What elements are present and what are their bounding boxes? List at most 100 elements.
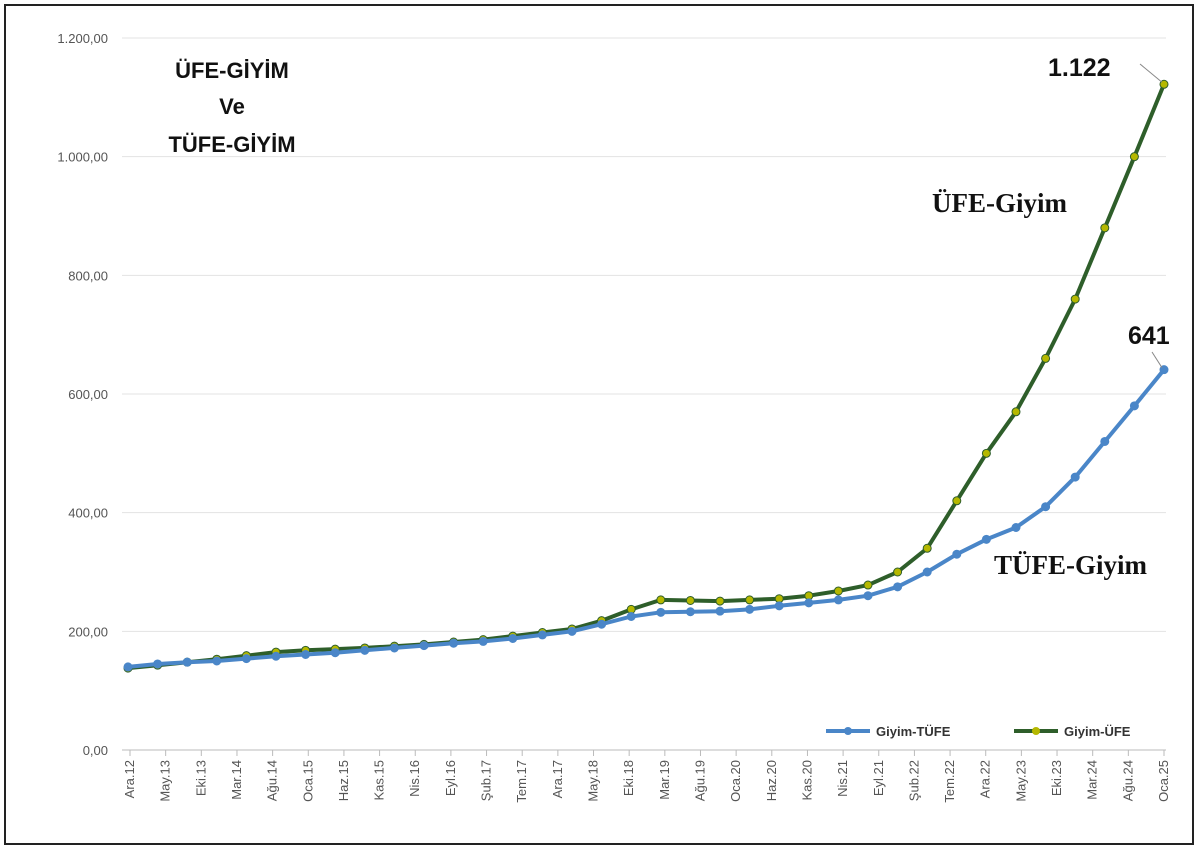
series-line (127, 368, 1166, 669)
x-tick-label: Ara.12 (122, 760, 137, 798)
legend: Giyim-TÜFE Giyim-ÜFE (826, 724, 1131, 739)
x-tick-label: Mar.19 (657, 760, 672, 800)
series-Giyim-ÜFE (123, 79, 1169, 673)
data-point (893, 582, 903, 592)
data-point (981, 448, 991, 458)
x-tick-label: Eyl.21 (871, 760, 886, 796)
data-point (567, 626, 577, 636)
y-tick-label: 1.200,00 (57, 31, 108, 46)
data-point (774, 601, 784, 611)
x-tick-label: Oca.25 (1156, 760, 1171, 802)
legend-label-tufe: Giyim-TÜFE (876, 724, 951, 739)
data-point (1011, 407, 1021, 417)
data-point (952, 496, 962, 506)
data-point (952, 549, 962, 559)
title-line-3: TÜFE-GİYİM (168, 132, 295, 157)
data-point (922, 543, 932, 553)
y-tick-label: 400,00 (68, 506, 108, 521)
data-point (715, 606, 725, 616)
data-point (241, 654, 251, 664)
leader-line-ufe (1139, 63, 1163, 83)
x-tick-label: Nis.21 (835, 760, 850, 797)
x-tick-label: Şub.22 (906, 760, 921, 801)
data-point (537, 630, 547, 640)
data-point (1041, 502, 1051, 512)
legend-marker-ufe (1032, 727, 1040, 735)
data-point (656, 607, 666, 617)
chart-title: ÜFE-GİYİM Ve TÜFE-GİYİM (168, 58, 295, 157)
data-point (1070, 294, 1080, 304)
data-point (656, 595, 666, 605)
data-point (1100, 223, 1110, 233)
x-tick-label: May.18 (586, 760, 601, 802)
data-point (1011, 523, 1021, 532)
legend-item-ufe[interactable]: Giyim-ÜFE (1014, 724, 1131, 739)
x-tick-label: Kas.20 (799, 760, 814, 800)
data-point (922, 567, 932, 577)
x-tick-label: Ara.22 (978, 760, 993, 798)
x-tick-label: Ara.17 (550, 760, 565, 798)
data-point (478, 636, 488, 646)
data-point (330, 648, 340, 658)
data-point (419, 641, 429, 651)
data-point (1070, 472, 1080, 482)
series-Giyim-TÜFE (123, 365, 1169, 672)
x-tick-label: May.23 (1013, 760, 1028, 802)
legend-marker-tufe (844, 727, 852, 735)
data-point (745, 604, 755, 614)
data-point (981, 534, 991, 544)
chart-frame (4, 4, 1194, 845)
y-tick-label: 1.000,00 (57, 150, 108, 165)
y-tick-label: 600,00 (68, 387, 108, 402)
x-tick-label: Oca.15 (300, 760, 315, 802)
x-tick-label: Eki.23 (1049, 760, 1064, 796)
x-tick-label: Tem.22 (942, 760, 957, 803)
legend-label-ufe: Giyim-ÜFE (1064, 724, 1131, 739)
x-tick-label: Nis.16 (407, 760, 422, 797)
data-point (508, 633, 518, 643)
data-point (715, 596, 725, 606)
x-tick-label: Kas.15 (372, 760, 387, 800)
x-tick-label: Şub.17 (479, 760, 494, 801)
data-point (626, 612, 636, 621)
data-point (597, 619, 607, 629)
series-line (127, 83, 1166, 671)
data-point (271, 651, 281, 661)
y-axis: 0,00 200,00 400,00 600,00 800,00 1.000,00 1.20… (57, 31, 108, 758)
x-axis: Ara.12 May.13 Eki.13 Mar.14 Ağu.14 Oca.15 Haz.… (122, 750, 1171, 803)
data-point (1129, 401, 1139, 411)
x-tick-label: Eki.18 (621, 760, 636, 796)
title-line-1: ÜFE-GİYİM (175, 58, 289, 83)
x-tick-label: Oca.20 (728, 760, 743, 802)
data-point (212, 656, 222, 666)
y-tick-label: 800,00 (68, 268, 108, 283)
annotation-ufe-giyim: ÜFE-Giyim (932, 188, 1067, 218)
data-point (685, 607, 695, 617)
data-point (863, 580, 873, 590)
data-point (893, 567, 903, 577)
data-point (833, 586, 843, 596)
data-point (389, 643, 399, 653)
leader-line-tufe (1151, 351, 1163, 368)
y-tick-label: 0,00 (83, 743, 108, 758)
gridlines (122, 37, 1166, 751)
x-tick-label: Eki.13 (193, 760, 208, 796)
series-layer (123, 63, 1169, 673)
end-label-ufe: 1.122 (1048, 54, 1111, 82)
data-point (1100, 436, 1110, 446)
data-point (301, 649, 311, 659)
data-point (804, 598, 814, 608)
x-tick-label: Ağu.19 (692, 760, 707, 801)
legend-item-tufe[interactable]: Giyim-TÜFE (826, 724, 951, 739)
y-tick-label: 200,00 (68, 624, 108, 639)
data-point (123, 662, 133, 672)
data-point (863, 591, 873, 601)
data-point (360, 645, 370, 655)
data-point (449, 638, 459, 648)
x-tick-label: Haz.15 (336, 760, 351, 801)
data-point (1041, 353, 1051, 363)
x-tick-label: Haz.20 (764, 760, 779, 801)
data-point (833, 595, 843, 605)
x-tick-label: Eyl.16 (443, 760, 458, 796)
